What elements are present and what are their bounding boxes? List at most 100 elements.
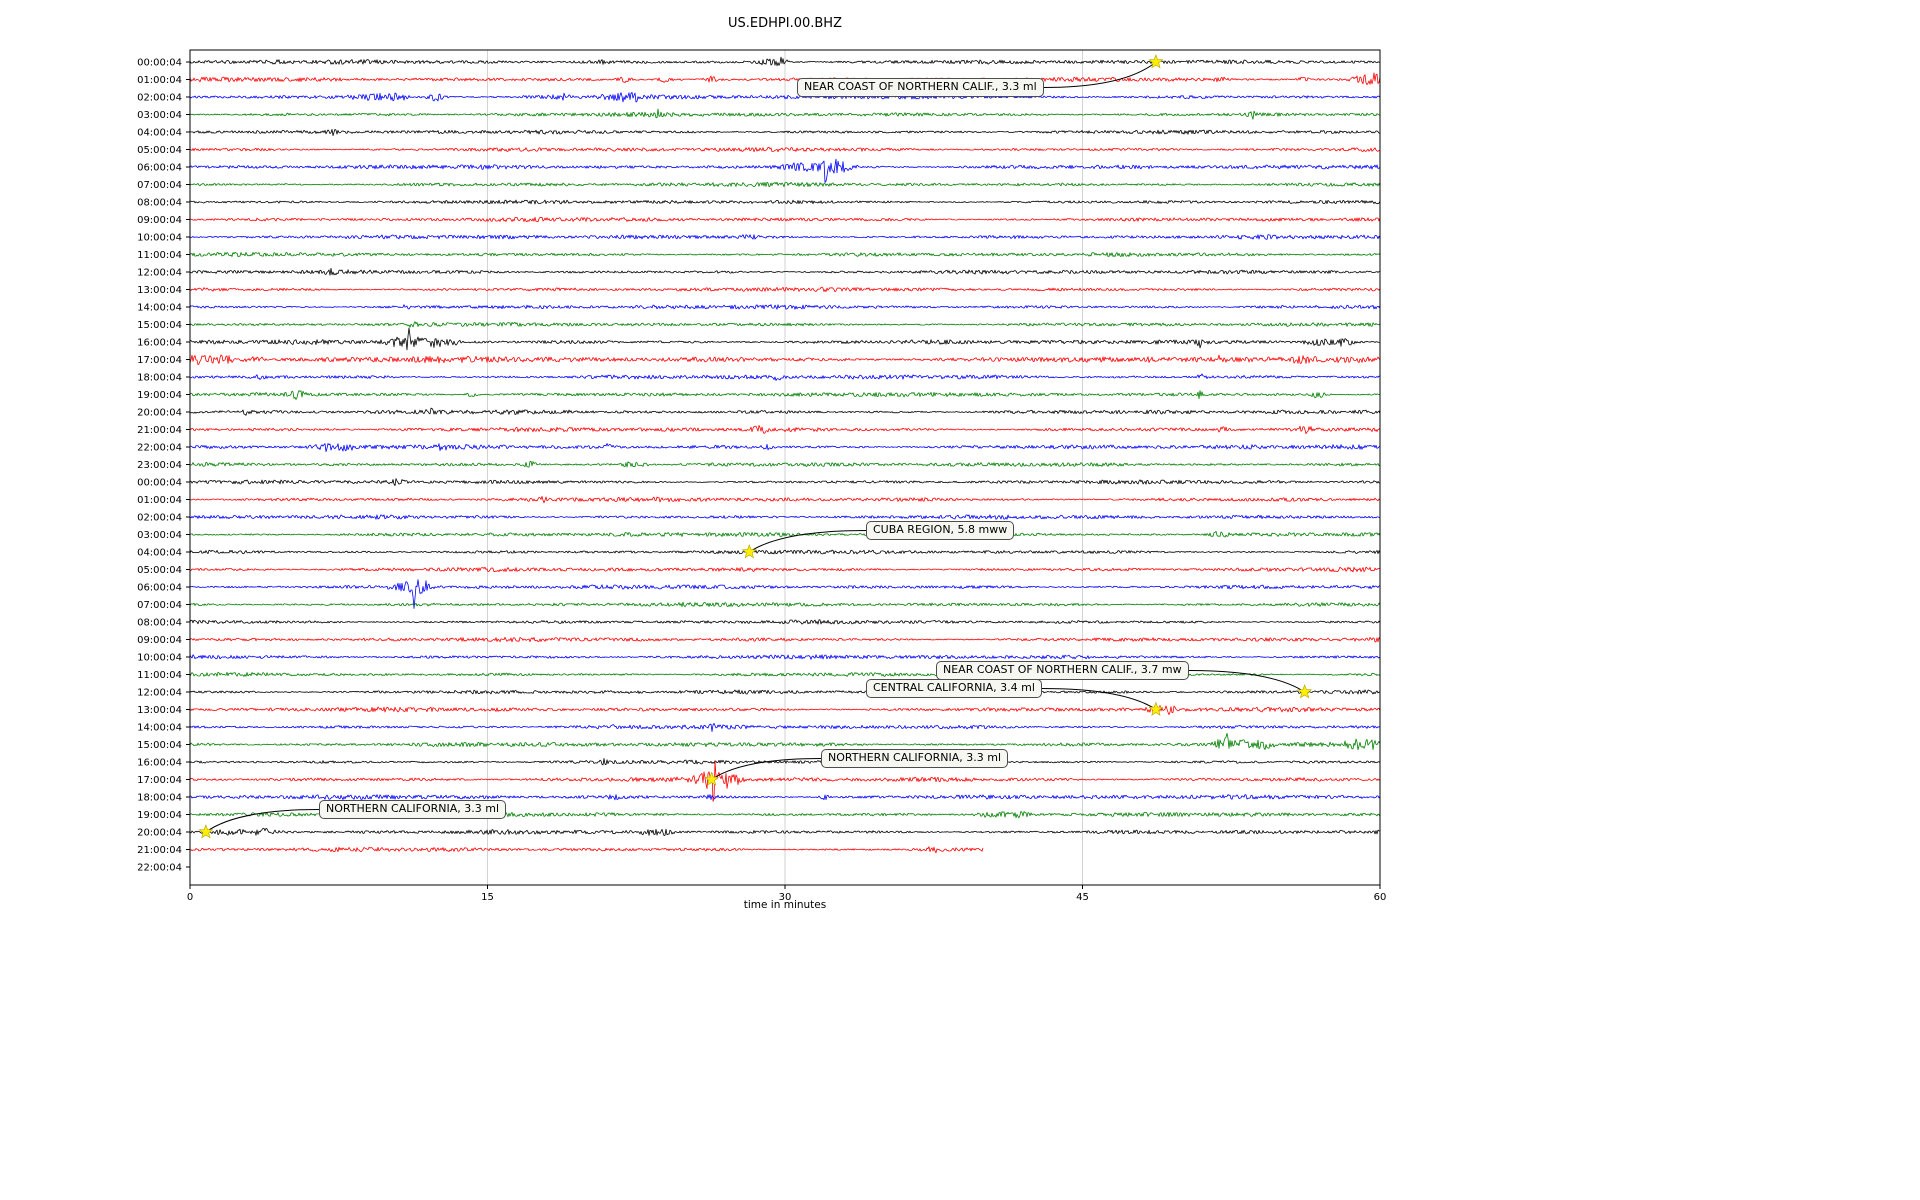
trace-row-14 (189, 304, 1381, 310)
y-tick-label: 02:00:04 (137, 513, 182, 524)
x-tick-label: 30 (779, 892, 792, 903)
event-annotation-label: CENTRAL CALIFORNIA, 3.4 ml (873, 681, 1035, 694)
event-marker-star-icon (704, 771, 720, 786)
event-connector (1041, 688, 1157, 710)
y-tick-label: 11:00:04 (137, 670, 182, 681)
trace-row-32 (189, 619, 1381, 625)
trace-row-16 (189, 327, 1381, 351)
x-tick-label: 60 (1374, 892, 1387, 903)
event-annotation-central-california: CENTRAL CALIFORNIA, 3.4 ml (866, 679, 1042, 698)
trace-row-44 (189, 827, 1381, 836)
trace-row-23 (189, 460, 1381, 468)
y-tick-label: 08:00:04 (137, 618, 182, 629)
event-annotation-label: NEAR COAST OF NORTHERN CALIF., 3.7 mw (943, 663, 1182, 676)
trace-row-18 (190, 373, 1381, 381)
x-tick-label: 45 (1076, 892, 1089, 903)
trace-row-24 (189, 478, 1381, 487)
trace-row-12 (189, 267, 1381, 276)
trace-row-20 (189, 407, 1381, 416)
trace-row-34 (189, 654, 1381, 660)
trace-row-25 (189, 496, 1381, 504)
y-tick-label: 15:00:04 (137, 320, 182, 331)
y-tick-label: 06:00:04 (137, 163, 182, 174)
y-tick-label: 00:00:04 (137, 478, 182, 489)
y-tick-label: 12:00:04 (137, 688, 182, 699)
y-tick-label: 00:00:04 (137, 58, 182, 69)
y-tick-label: 07:00:04 (137, 600, 182, 611)
event-markers (198, 54, 1313, 839)
event-annotation-label: CUBA REGION, 5.8 mww (873, 523, 1008, 536)
event-annotation-near-coast-37: NEAR COAST OF NORTHERN CALIF., 3.7 mw (936, 661, 1189, 680)
event-marker-star-icon (741, 544, 757, 559)
trace-row-38 (189, 722, 1381, 732)
y-tick-label: 21:00:04 (137, 845, 182, 856)
y-tick-label: 12:00:04 (137, 268, 182, 279)
y-tick-label: 09:00:04 (137, 635, 182, 646)
y-tick-label: 18:00:04 (137, 793, 182, 804)
plot-title: US.EDHPI.00.BHZ (728, 16, 842, 31)
y-tick-label: 04:00:04 (137, 128, 182, 139)
trace-row-31 (189, 601, 1381, 608)
y-tick-label: 03:00:04 (137, 110, 182, 121)
trace-row-41 (189, 760, 1381, 802)
y-tick-label: 16:00:04 (137, 758, 182, 769)
event-connector (1188, 670, 1305, 693)
trace-row-37 (189, 704, 1381, 715)
y-tick-label: 05:00:04 (137, 145, 182, 156)
event-annotation-label: NORTHERN CALIFORNIA, 3.3 ml (828, 751, 1001, 764)
y-tick-label: 02:00:04 (137, 93, 182, 104)
y-tick-label: 14:00:04 (137, 723, 182, 734)
y-tick-label: 08:00:04 (137, 198, 182, 209)
trace-row-4 (189, 129, 1381, 136)
trace-row-40 (189, 758, 1381, 766)
event-connector (1043, 61, 1157, 88)
event-marker-star-icon (1148, 701, 1164, 716)
event-connector (205, 809, 320, 833)
y-tick-label: 01:00:04 (137, 75, 182, 86)
y-tick-label: 16:00:04 (137, 338, 182, 349)
y-tick-label: 22:00:04 (137, 443, 182, 454)
event-connector (711, 758, 822, 780)
trace-row-26 (189, 514, 1380, 520)
y-tick-label: 17:00:04 (137, 775, 182, 786)
y-tick-label: 11:00:04 (137, 250, 182, 261)
x-axis-label: time in minutes (743, 899, 827, 911)
y-tick-label: 19:00:04 (137, 390, 182, 401)
y-tick-label: 20:00:04 (137, 828, 182, 839)
trace-row-22 (189, 443, 1381, 452)
trace-row-10 (189, 234, 1381, 240)
trace-row-19 (189, 390, 1381, 400)
y-tick-label: 17:00:04 (137, 355, 182, 366)
traces (189, 56, 1381, 854)
trace-row-2 (189, 92, 1381, 103)
trace-row-17 (189, 354, 1381, 366)
trace-row-0 (189, 56, 1381, 67)
y-tick-label: 15:00:04 (137, 740, 182, 751)
trace-row-39 (189, 732, 1381, 751)
event-marker-star-icon (1148, 54, 1164, 69)
trace-row-9 (189, 216, 1381, 223)
y-tick-label: 21:00:04 (137, 425, 182, 436)
trace-row-33 (189, 636, 1381, 643)
event-connector (749, 530, 867, 553)
event-marker-star-icon (198, 824, 214, 839)
trace-row-42 (189, 794, 1381, 801)
trace-row-45 (189, 846, 984, 854)
trace-row-28 (189, 549, 1381, 555)
y-tick-label: 22:00:04 (137, 863, 182, 874)
trace-row-27 (189, 531, 1381, 538)
y-tick-label: 01:00:04 (137, 495, 182, 506)
y-tick-label: 23:00:04 (137, 460, 182, 471)
event-annotation-label: NORTHERN CALIFORNIA, 3.3 ml (326, 802, 499, 815)
trace-row-7 (189, 181, 1381, 188)
trace-row-29 (189, 566, 1381, 573)
y-tick-label: 13:00:04 (137, 285, 182, 296)
trace-row-13 (189, 286, 1381, 293)
x-tick-label: 15 (481, 892, 494, 903)
trace-row-36 (189, 689, 1381, 695)
trace-row-1 (189, 72, 1381, 86)
y-tick-label: 18:00:04 (137, 373, 182, 384)
trace-row-30 (189, 579, 1381, 609)
